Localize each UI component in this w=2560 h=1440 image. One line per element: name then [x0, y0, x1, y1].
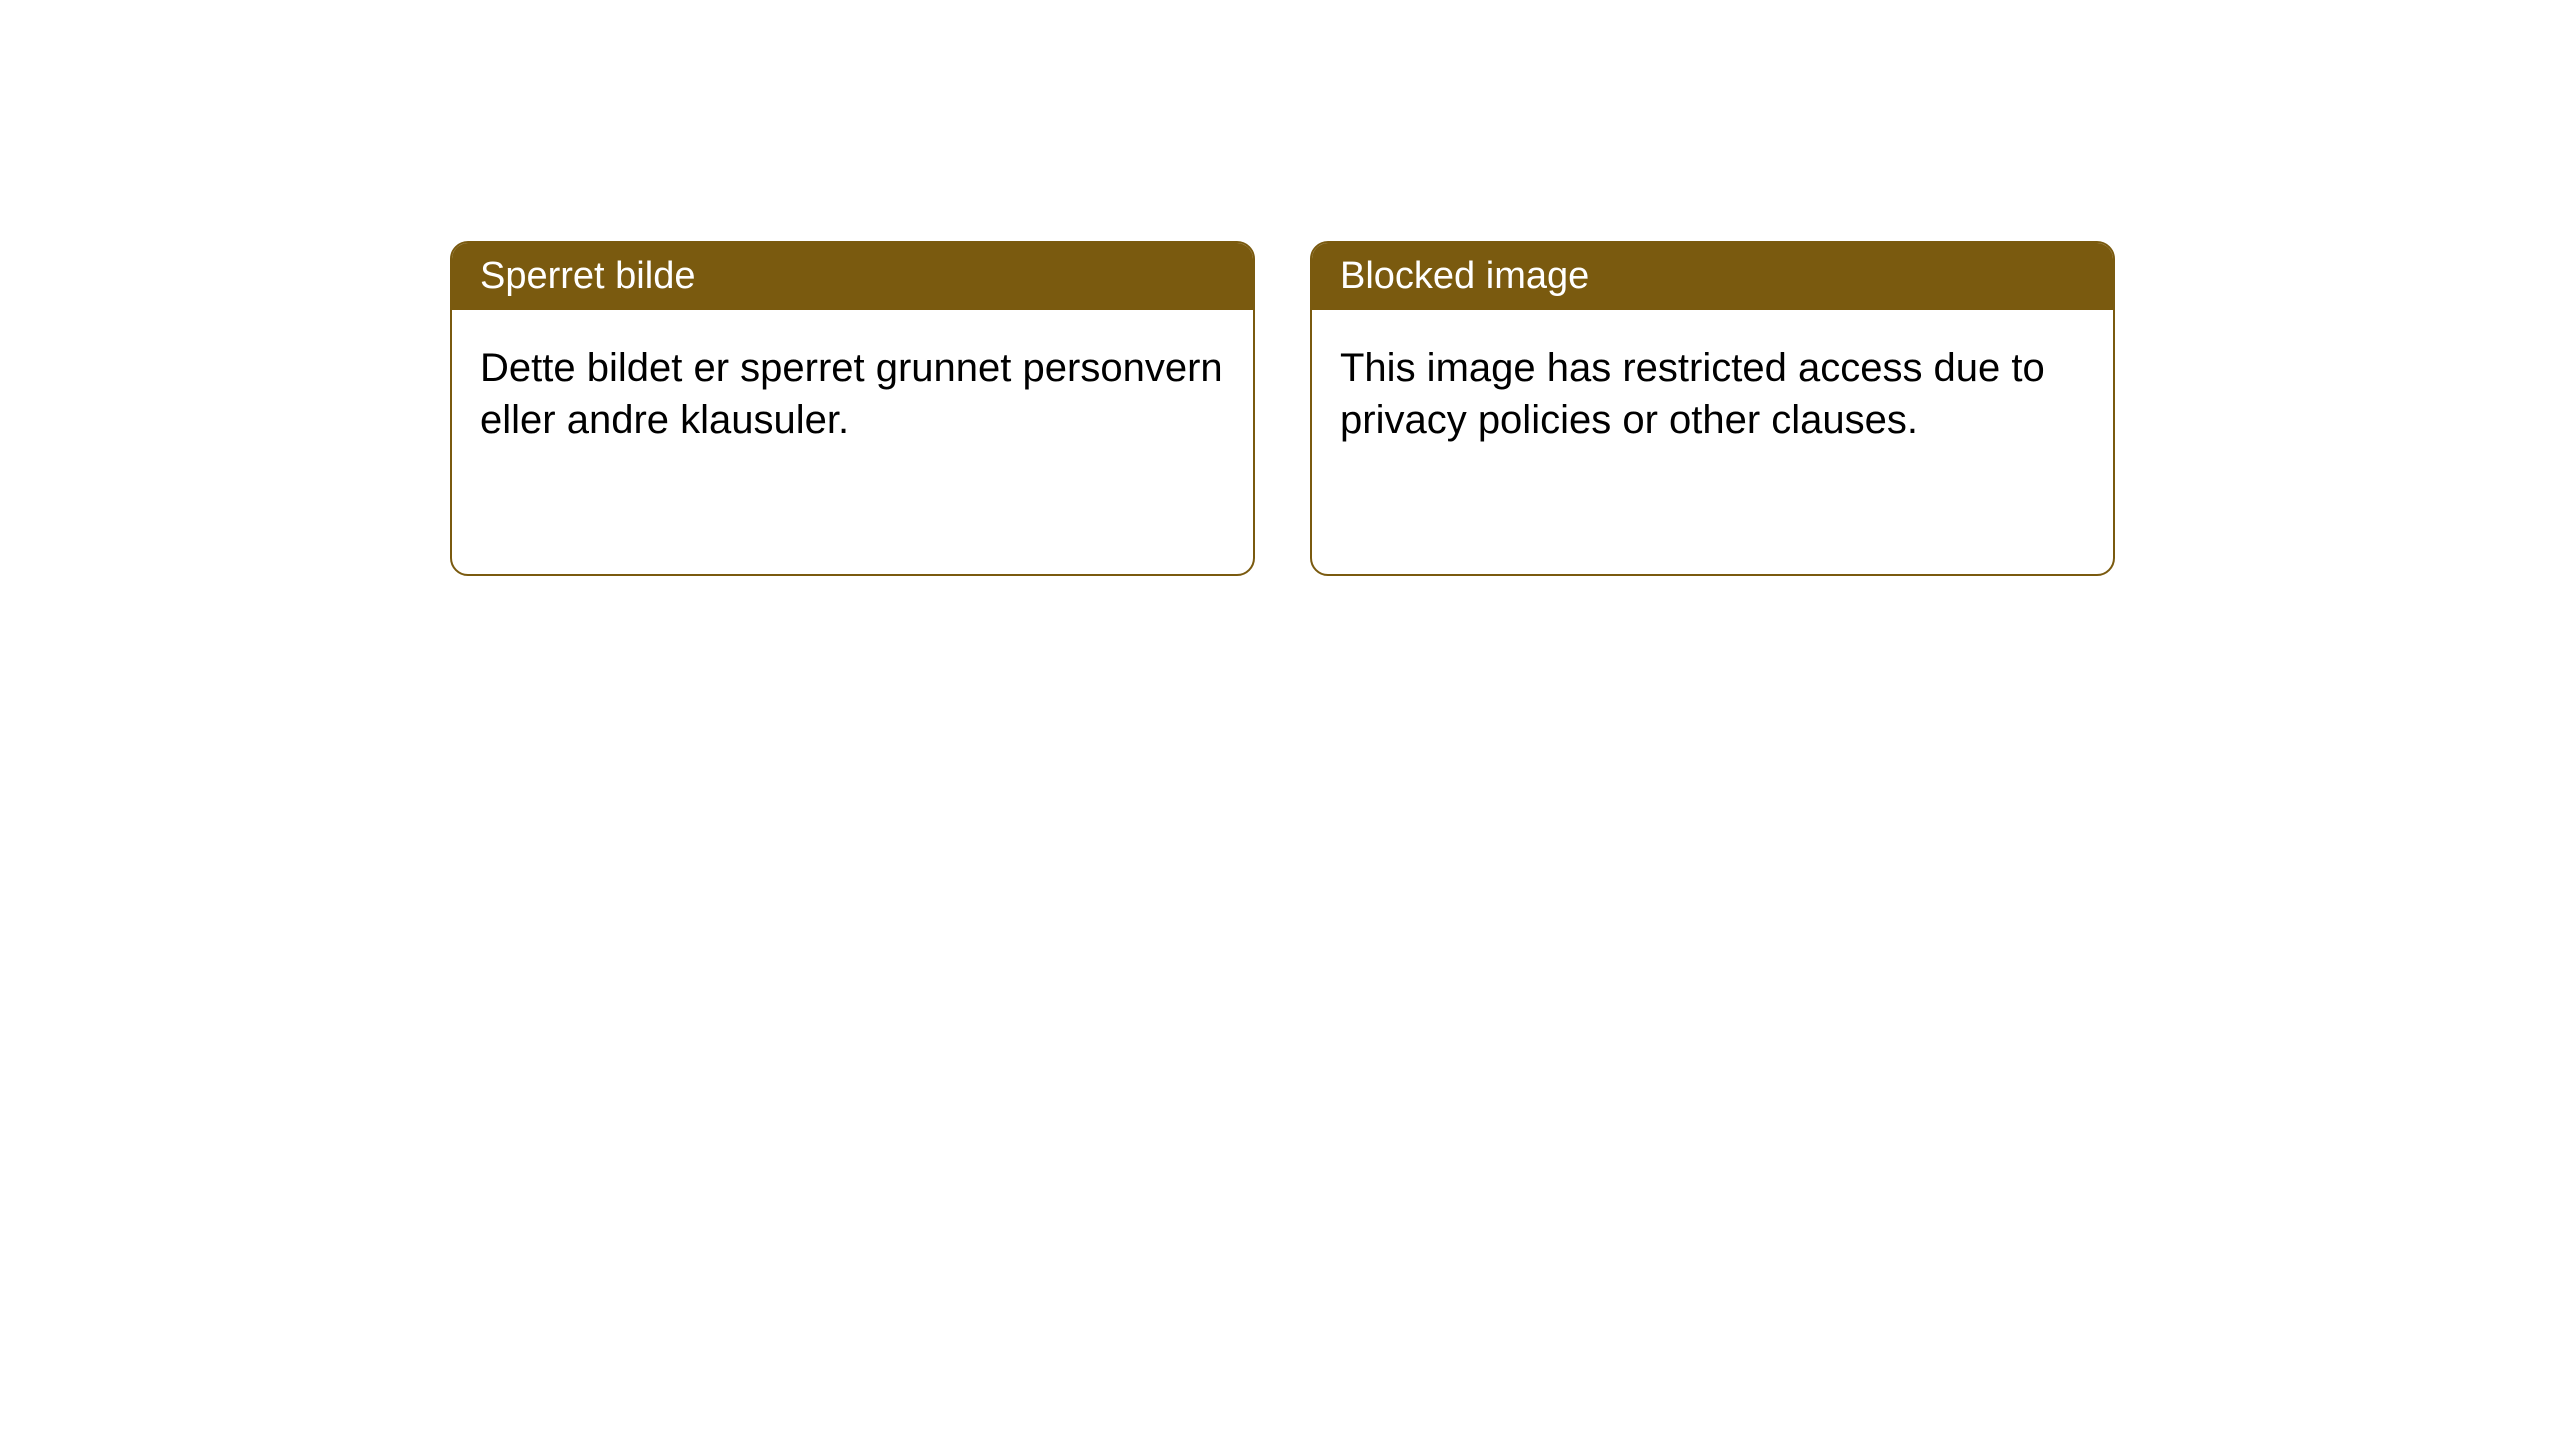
notice-card-header: Sperret bilde — [452, 243, 1253, 310]
notice-card-header: Blocked image — [1312, 243, 2113, 310]
notice-card-body: This image has restricted access due to … — [1312, 310, 2113, 478]
notice-card-norwegian: Sperret bilde Dette bildet er sperret gr… — [450, 241, 1255, 576]
notice-card-title: Blocked image — [1340, 255, 1589, 297]
notice-card-text: This image has restricted access due to … — [1340, 346, 2045, 442]
notice-card-title: Sperret bilde — [480, 255, 695, 297]
notice-card-body: Dette bildet er sperret grunnet personve… — [452, 310, 1253, 478]
notice-container: Sperret bilde Dette bildet er sperret gr… — [450, 241, 2115, 576]
notice-card-text: Dette bildet er sperret grunnet personve… — [480, 346, 1223, 442]
notice-card-english: Blocked image This image has restricted … — [1310, 241, 2115, 576]
